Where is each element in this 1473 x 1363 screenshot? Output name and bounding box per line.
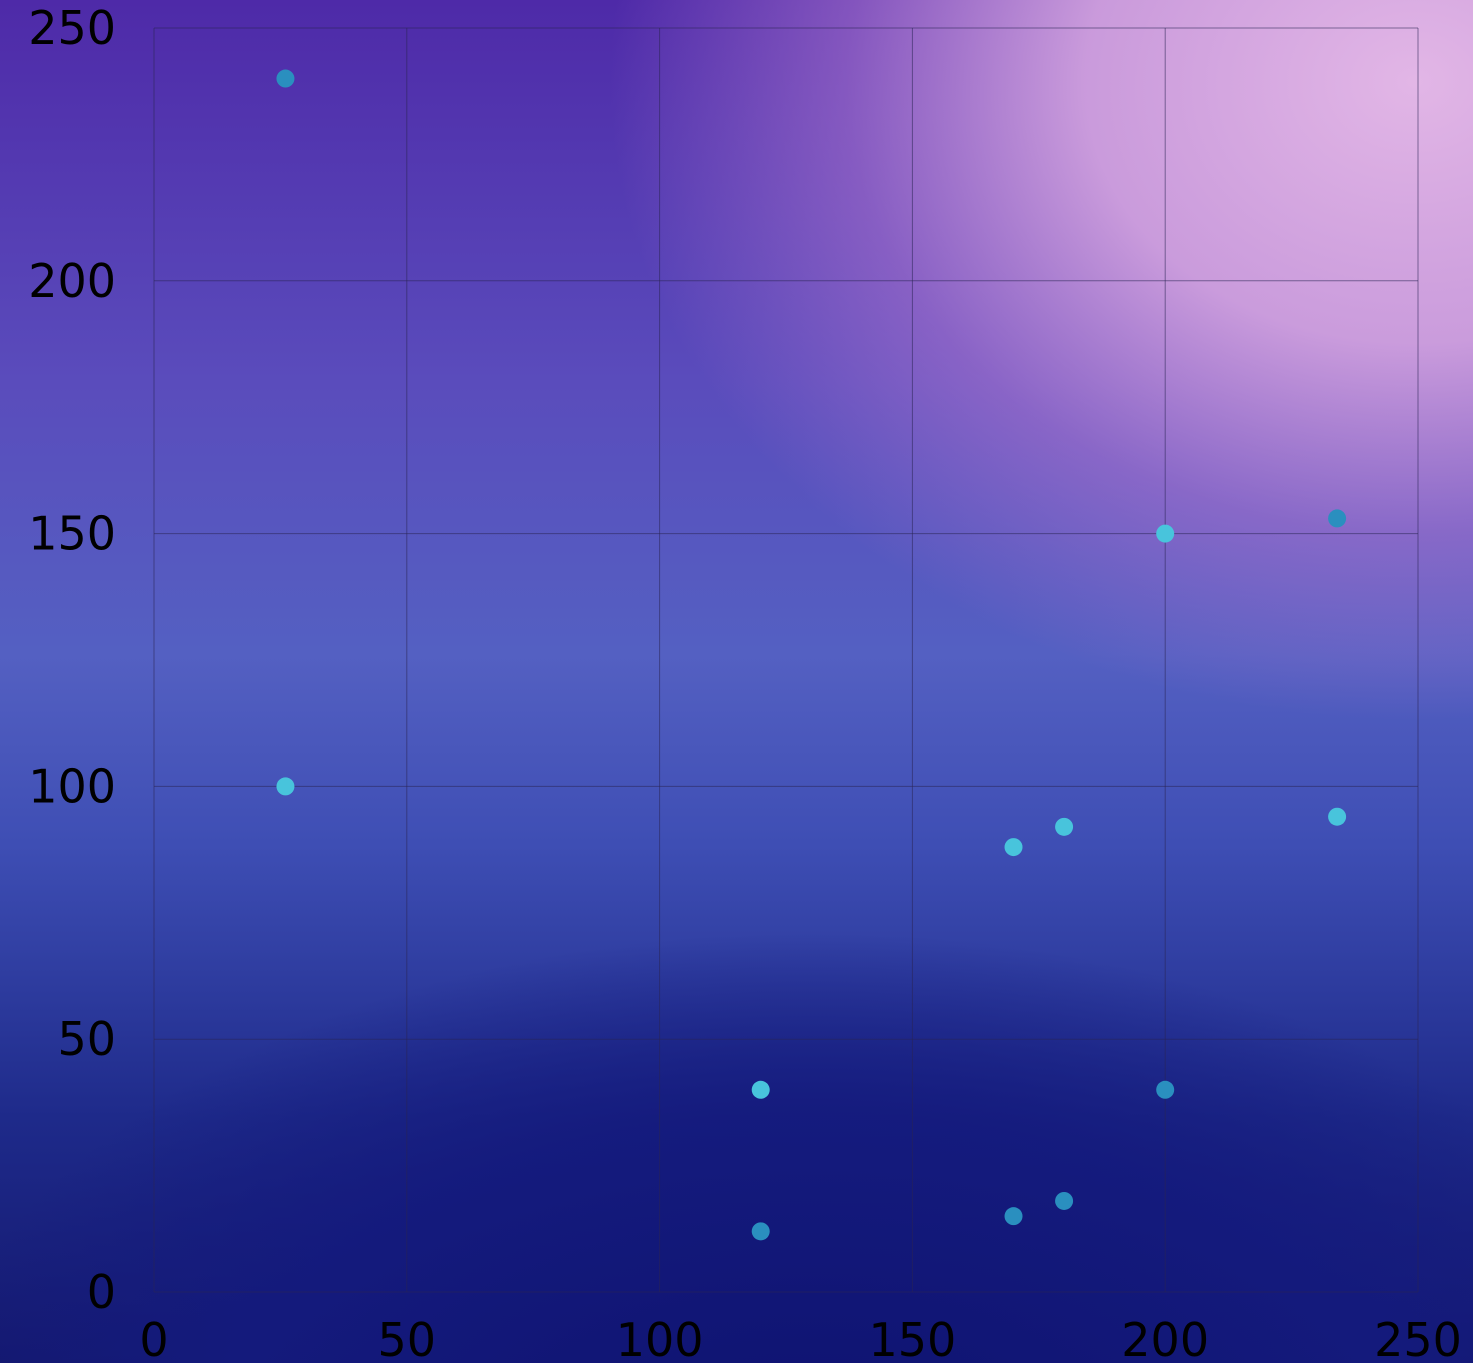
y-tick-label: 100: [28, 759, 116, 813]
data-point: [1328, 509, 1347, 528]
data-point: [1004, 1207, 1023, 1226]
x-tick-label: 150: [868, 1313, 956, 1363]
x-axis-ticks: 0 50 100 150 200 250: [139, 1313, 1462, 1363]
y-tick-label: 200: [28, 254, 116, 308]
data-point: [276, 777, 295, 796]
data-point: [1156, 524, 1175, 543]
grid: [153, 27, 1419, 1293]
x-tick-label: 0: [139, 1313, 168, 1363]
y-axis-ticks: 0 50 100 150 200 250: [28, 1, 116, 1319]
x-tick-label: 50: [378, 1313, 437, 1363]
data-points: [276, 69, 1347, 1241]
y-tick-label: 0: [87, 1265, 116, 1319]
data-point: [1156, 1080, 1175, 1099]
x-tick-label: 250: [1374, 1313, 1462, 1363]
data-point: [1055, 817, 1074, 836]
y-tick-label: 150: [28, 507, 116, 561]
data-point: [1328, 807, 1347, 826]
data-point: [751, 1222, 770, 1241]
data-point: [1004, 838, 1023, 857]
y-tick-label: 250: [28, 1, 116, 55]
x-tick-label: 100: [616, 1313, 704, 1363]
x-tick-label: 200: [1121, 1313, 1209, 1363]
data-point: [1055, 1191, 1074, 1210]
y-tick-label: 50: [57, 1012, 116, 1066]
data-point: [276, 69, 295, 88]
data-point: [751, 1080, 770, 1099]
